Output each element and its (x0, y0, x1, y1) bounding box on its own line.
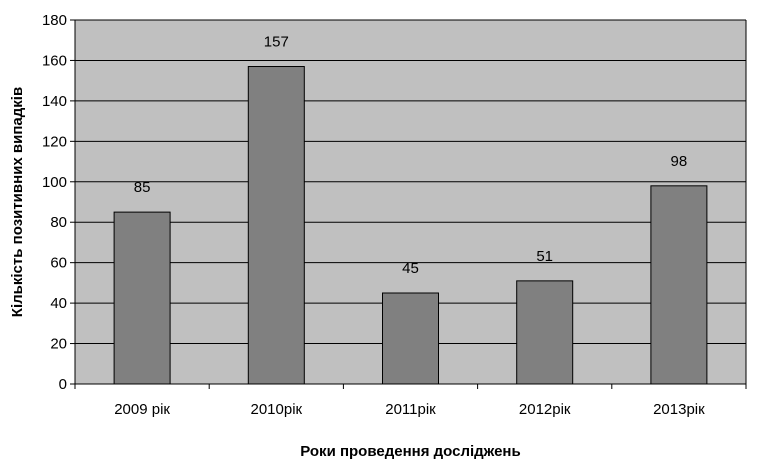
y-tick-label: 160 (42, 52, 67, 69)
x-tick-label: 2011рік (385, 401, 436, 418)
y-tick-label: 120 (42, 133, 67, 150)
y-tick-label: 60 (50, 255, 67, 272)
bar (382, 292, 439, 385)
data-label: 51 (536, 248, 553, 265)
data-label: 98 (671, 153, 688, 170)
y-tick-label: 140 (42, 93, 67, 110)
axes (70, 19, 747, 389)
x-tick-label: 2013рік (653, 401, 705, 418)
bar (247, 66, 305, 385)
data-label: 45 (402, 260, 419, 277)
bar (650, 185, 708, 385)
bars (113, 66, 708, 385)
x-axis-title: Роки проведення досліджень (300, 443, 520, 460)
y-tick-labels: 0 20 40 60 80 100 120 140 160 180 (42, 12, 67, 393)
data-label: 85 (134, 179, 151, 196)
x-tick-labels: 2009 рік 2010рік 2011рік 2012рік 2013рік (114, 401, 705, 418)
y-tick-label: 0 (59, 376, 67, 393)
x-tick-label: 2010рік (250, 401, 302, 418)
x-tick-label: 2012рік (519, 401, 571, 418)
x-tick-label: 2009 рік (114, 401, 170, 418)
y-tick-label: 80 (50, 214, 67, 231)
y-tick-label: 40 (50, 295, 67, 312)
y-tick-label: 100 (42, 174, 67, 191)
data-label: 157 (264, 34, 289, 51)
data-labels: 85 157 45 51 98 (134, 34, 687, 277)
bar (113, 211, 171, 385)
y-tick-label: 180 (42, 12, 67, 29)
bar (516, 280, 574, 385)
y-tick-label: 20 (50, 336, 67, 353)
y-axis-title: Кількість позитивних випадків (9, 87, 26, 317)
